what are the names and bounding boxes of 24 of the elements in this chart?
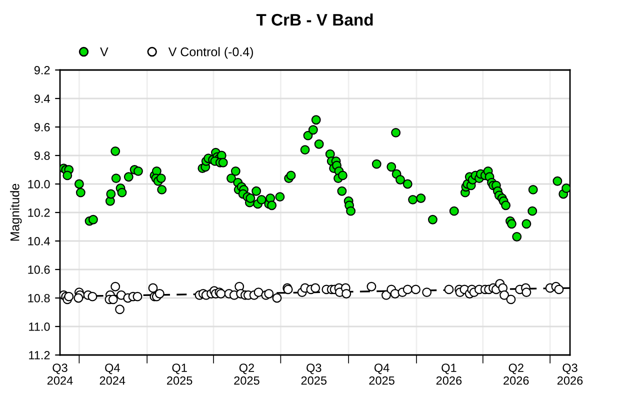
x-tick-label: Q3 2024	[47, 364, 73, 385]
y-tick-label: 11.2	[29, 351, 50, 360]
chart-title: T CrB - V Band	[256, 13, 373, 26]
y-tick-label: 9.6	[34, 123, 50, 132]
y-tick-label: 10.6	[28, 266, 50, 274]
y-tick-label: 9.4	[34, 94, 50, 103]
y-tick-label: 10.2	[28, 208, 50, 217]
y-tick-label: 10.0	[28, 180, 50, 188]
x-tick-label: Q4 2025	[369, 364, 394, 385]
y-tick-label: 9.2	[34, 66, 50, 74]
y-tick-label: 11.0	[29, 322, 50, 331]
y-tick-label: 9.8	[34, 152, 50, 160]
x-tick-label: Q3 2026	[557, 364, 583, 385]
x-tick-label: Q2 2025	[234, 364, 260, 385]
legend-label: V Control (-0.4)	[168, 47, 254, 59]
legend-label: V	[100, 48, 108, 56]
y-axis-title: Magnitude	[10, 184, 22, 241]
x-tick-label: Q1 2025	[167, 364, 192, 385]
x-tick-label: Q1 2026	[436, 364, 462, 385]
x-tick-label: Q4 2024	[100, 364, 126, 385]
y-tick-label: 10.4	[28, 237, 50, 246]
x-tick-label: Q3 2025	[301, 364, 327, 385]
x-tick-label: Q2 2026	[504, 364, 529, 385]
y-tick-label: 10.8	[28, 294, 50, 302]
